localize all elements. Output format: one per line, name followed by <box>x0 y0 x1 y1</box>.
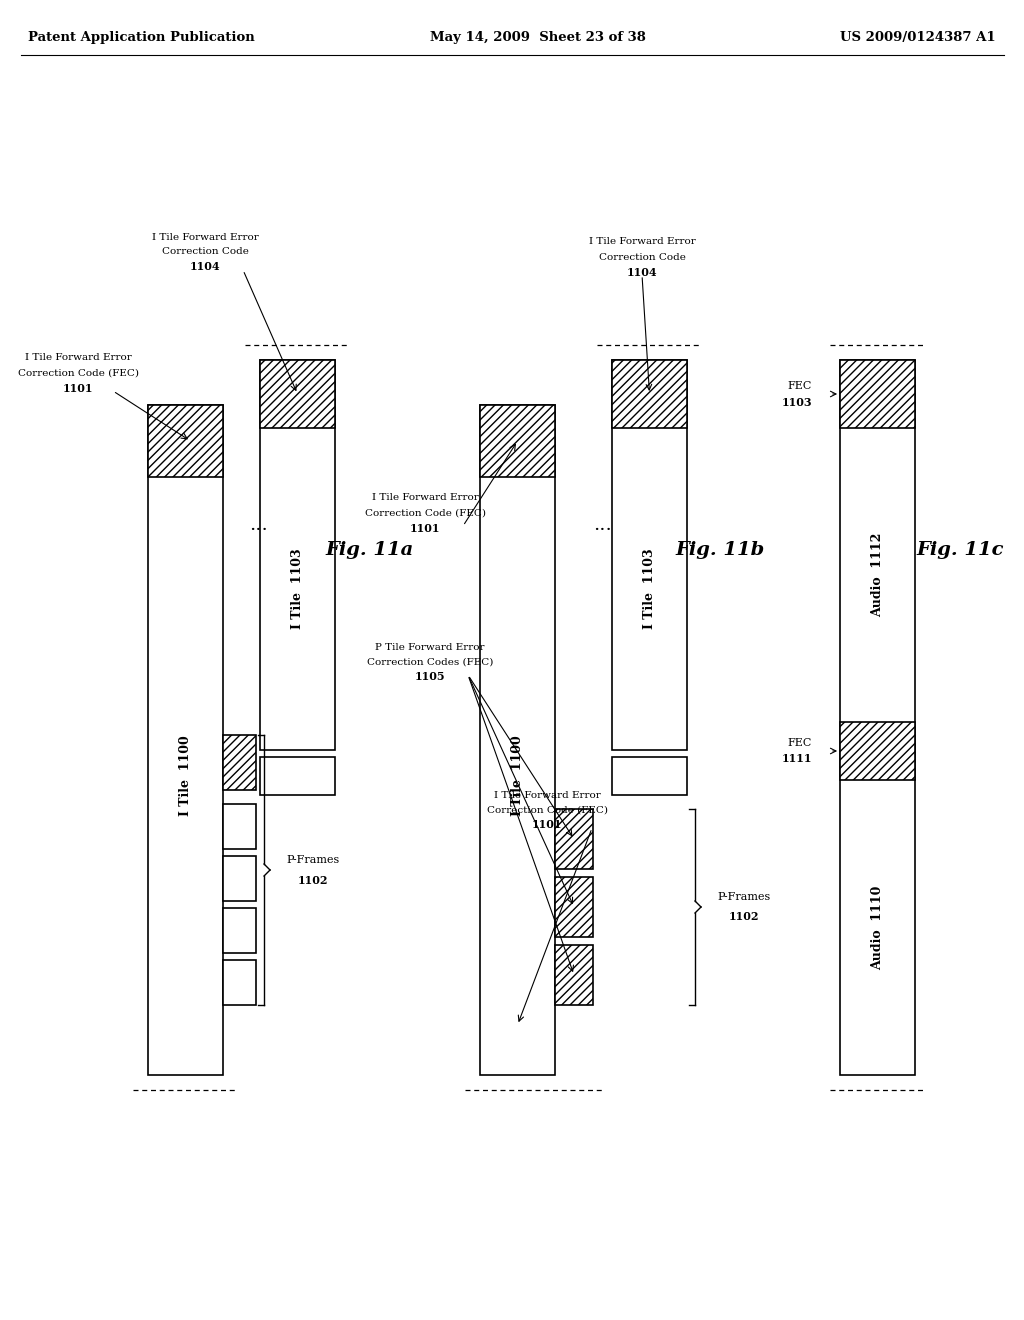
Text: I Tile  1103: I Tile 1103 <box>291 549 304 630</box>
Bar <box>260 360 335 750</box>
Bar <box>223 855 256 902</box>
Text: Correction Code: Correction Code <box>599 252 685 261</box>
Bar <box>612 756 687 795</box>
Text: May 14, 2009  Sheet 23 of 38: May 14, 2009 Sheet 23 of 38 <box>430 30 646 44</box>
Text: FEC: FEC <box>787 381 812 391</box>
Text: Correction Code (FEC): Correction Code (FEC) <box>17 368 138 378</box>
Bar <box>223 804 256 849</box>
Bar <box>148 405 223 1074</box>
Text: I Tile Forward Error: I Tile Forward Error <box>494 791 600 800</box>
Text: Correction Code (FEC): Correction Code (FEC) <box>365 508 485 517</box>
Text: Fig. 11a: Fig. 11a <box>326 541 414 558</box>
Text: I Tile  1100: I Tile 1100 <box>179 735 193 816</box>
Text: P Tile Forward Error: P Tile Forward Error <box>375 643 484 652</box>
Text: I Tile Forward Error: I Tile Forward Error <box>372 494 478 503</box>
Text: 1102: 1102 <box>729 912 759 923</box>
Text: 1101: 1101 <box>410 523 440 533</box>
Text: Correction Code (FEC): Correction Code (FEC) <box>486 805 607 814</box>
Bar <box>260 756 335 795</box>
Text: I Tile Forward Error: I Tile Forward Error <box>589 238 695 247</box>
Text: Fig. 11b: Fig. 11b <box>676 541 765 558</box>
Bar <box>223 735 256 789</box>
Text: 1104: 1104 <box>627 267 657 277</box>
Text: 1102: 1102 <box>298 874 329 886</box>
Text: Patent Application Publication: Patent Application Publication <box>28 30 255 44</box>
Text: I Tile  1100: I Tile 1100 <box>511 735 524 816</box>
Bar <box>480 405 555 477</box>
Text: ...: ... <box>593 516 612 535</box>
Text: 1104: 1104 <box>189 261 220 272</box>
Text: FEC: FEC <box>787 738 812 748</box>
Bar <box>260 360 335 428</box>
Text: 1111: 1111 <box>781 754 812 764</box>
Bar <box>555 876 593 937</box>
Text: I Tile Forward Error: I Tile Forward Error <box>152 232 258 242</box>
Bar <box>223 960 256 1005</box>
Text: 1105: 1105 <box>415 672 445 682</box>
Bar <box>612 360 687 750</box>
Text: P-Frames: P-Frames <box>287 855 340 865</box>
Text: Fig. 11c: Fig. 11c <box>916 541 1004 558</box>
Text: US 2009/0124387 A1: US 2009/0124387 A1 <box>841 30 996 44</box>
Bar <box>148 405 223 477</box>
Bar <box>223 908 256 953</box>
Bar <box>840 722 915 780</box>
Bar <box>480 405 555 1074</box>
Text: I Tile  1103: I Tile 1103 <box>643 549 656 630</box>
Text: Audio  1112: Audio 1112 <box>871 533 884 618</box>
Bar <box>840 360 915 428</box>
Text: Audio  1110: Audio 1110 <box>871 886 884 970</box>
Bar <box>612 360 687 428</box>
Text: I Tile Forward Error: I Tile Forward Error <box>25 354 131 363</box>
Text: 1101: 1101 <box>531 820 562 830</box>
Text: 1101: 1101 <box>62 383 93 393</box>
Text: P-Frames: P-Frames <box>718 892 771 902</box>
Bar <box>555 945 593 1005</box>
Bar <box>840 360 915 1074</box>
Text: Correction Codes (FEC): Correction Codes (FEC) <box>367 657 494 667</box>
Text: 1103: 1103 <box>781 396 812 408</box>
Bar <box>555 809 593 869</box>
Text: ...: ... <box>249 516 267 535</box>
Text: Correction Code: Correction Code <box>162 248 249 256</box>
